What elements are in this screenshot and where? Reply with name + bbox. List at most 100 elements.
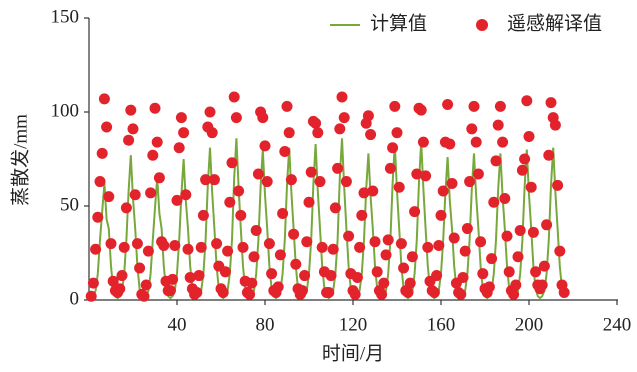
point <box>387 142 399 154</box>
y-tick-label: 0 <box>70 288 80 309</box>
point <box>497 136 509 148</box>
x-axis-label: 时间/月 <box>322 342 384 364</box>
point <box>343 230 355 242</box>
point <box>233 185 245 197</box>
point <box>358 187 370 199</box>
point <box>490 155 502 167</box>
legend-label: 计算值 <box>370 12 427 34</box>
point <box>184 271 196 283</box>
point <box>301 236 313 248</box>
point <box>477 268 489 280</box>
point <box>494 100 506 112</box>
point <box>431 270 443 282</box>
point <box>503 266 515 278</box>
point <box>261 176 273 188</box>
point <box>87 277 99 289</box>
point <box>138 290 150 302</box>
x-tick-label: 40 <box>168 314 187 335</box>
point <box>151 136 163 148</box>
y-tick-label: 150 <box>51 6 80 27</box>
point <box>338 112 350 124</box>
point <box>252 168 264 180</box>
point <box>417 136 429 148</box>
point <box>120 202 132 214</box>
point <box>472 168 484 180</box>
point <box>208 174 220 186</box>
point <box>492 119 504 131</box>
point <box>389 100 401 112</box>
point <box>486 253 498 265</box>
point <box>508 288 520 300</box>
point <box>173 142 185 154</box>
point <box>367 185 379 197</box>
point <box>437 185 449 197</box>
x-tick-label: 80 <box>256 314 275 335</box>
point <box>85 290 97 302</box>
point <box>541 219 553 231</box>
point <box>554 245 566 257</box>
y-axis-label: 蒸散发/mm <box>9 114 31 206</box>
point <box>468 100 480 112</box>
point <box>200 174 212 186</box>
point <box>327 243 339 255</box>
point <box>512 251 524 263</box>
y-tick-label: 100 <box>51 100 80 121</box>
x-tick-label: 160 <box>427 314 456 335</box>
point <box>272 281 284 293</box>
point <box>103 191 115 203</box>
point <box>356 209 368 221</box>
point <box>488 196 500 208</box>
point <box>384 162 396 174</box>
point <box>123 134 135 146</box>
point <box>312 127 324 139</box>
point <box>145 187 157 199</box>
point <box>475 236 487 248</box>
point <box>395 238 407 250</box>
point <box>182 243 194 255</box>
point <box>323 286 335 298</box>
point <box>332 162 344 174</box>
point <box>206 127 218 139</box>
point <box>336 91 348 103</box>
point <box>411 168 423 180</box>
point <box>310 117 322 129</box>
point <box>470 136 482 148</box>
point <box>153 172 165 184</box>
point <box>94 176 106 188</box>
point <box>351 271 363 283</box>
point <box>114 283 126 295</box>
point <box>499 192 511 204</box>
point <box>90 243 102 255</box>
point <box>422 241 434 253</box>
point <box>259 140 271 152</box>
point <box>125 104 137 116</box>
point <box>404 277 416 289</box>
point <box>211 238 223 250</box>
point <box>167 273 179 285</box>
point <box>521 95 533 107</box>
point <box>191 286 203 298</box>
point <box>510 279 522 291</box>
point <box>558 286 570 298</box>
point <box>285 174 297 186</box>
point <box>296 285 308 297</box>
point <box>169 239 181 251</box>
point <box>226 157 238 169</box>
point <box>244 288 256 300</box>
point <box>175 112 187 124</box>
point <box>483 281 495 293</box>
point <box>283 127 295 139</box>
point <box>369 236 381 248</box>
point <box>519 153 531 165</box>
legend-label: 遥感解译值 <box>507 12 602 34</box>
point <box>131 238 143 250</box>
point <box>376 288 388 300</box>
point <box>549 119 561 131</box>
point <box>228 91 240 103</box>
y-tick-label: 50 <box>60 194 79 215</box>
point <box>409 206 421 218</box>
point <box>147 149 159 161</box>
point <box>288 228 300 240</box>
point <box>527 226 539 238</box>
